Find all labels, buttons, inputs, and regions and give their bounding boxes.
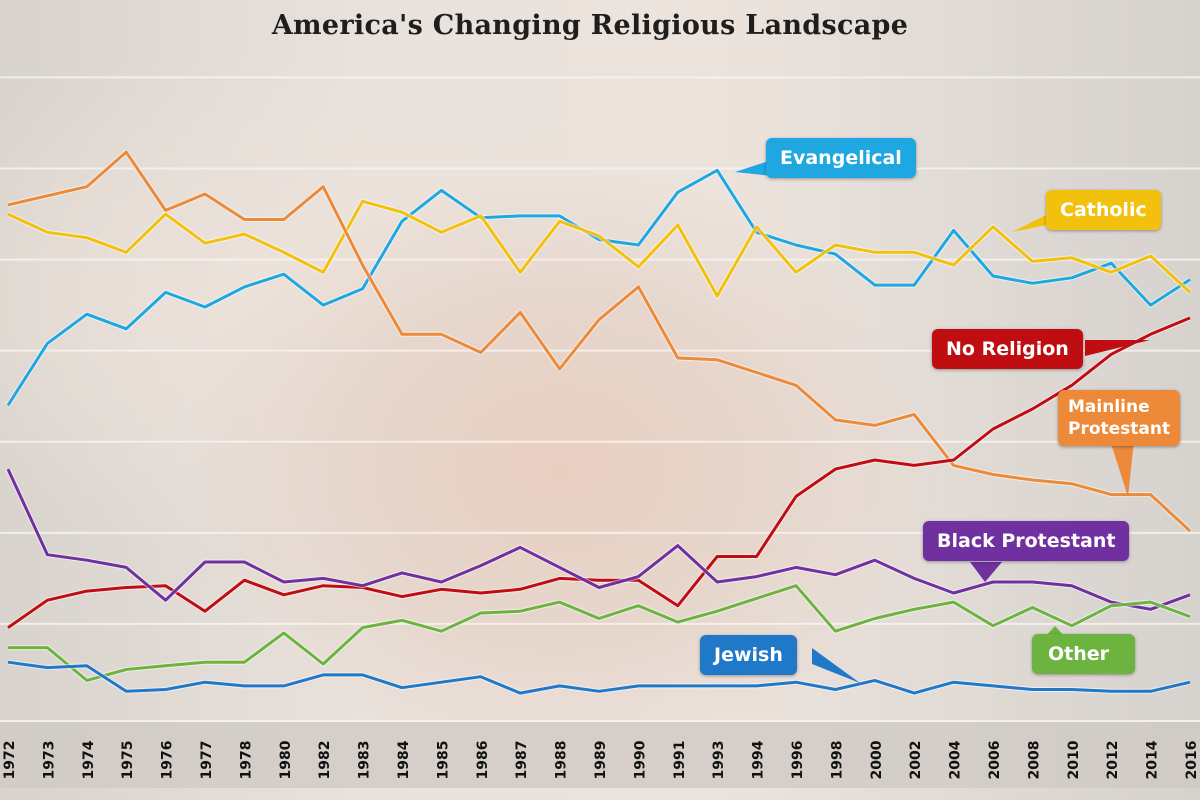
mainline-pointer: [1110, 440, 1134, 497]
no-religion-pointer: [1085, 340, 1150, 356]
black-protestant-pointer: [970, 562, 1002, 582]
x-tick-label: 2000: [869, 740, 885, 779]
x-tick-label: 2010: [1066, 740, 1082, 779]
x-tick-label: 1977: [199, 741, 215, 780]
x-tick-label: 1993: [711, 741, 727, 780]
x-tick-label: 1978: [238, 741, 254, 780]
x-tick-label: 2004: [948, 740, 964, 779]
mainline-label-line2: Protestant: [1068, 419, 1171, 439]
chart-title: America's Changing Religious Landscape: [271, 10, 909, 41]
x-tick-label: 2016: [1184, 741, 1200, 780]
x-tick-label: 1990: [632, 740, 648, 779]
mainline-label-line1: Mainline: [1068, 397, 1150, 417]
x-tick-label: 2014: [1145, 740, 1161, 779]
x-tick-label: 2002: [908, 741, 924, 780]
x-tick-label: 1973: [41, 741, 57, 780]
series-line-other: [8, 584, 1191, 682]
legend-label-catholic: Catholic: [1046, 190, 1161, 230]
legend-label-other: Other: [1032, 634, 1136, 674]
series-line-evangelical: [6, 168, 1191, 407]
x-tick-label: 1982: [317, 741, 333, 780]
x-axis-band: [0, 720, 1200, 788]
x-tick-label: 1984: [396, 740, 412, 779]
legend-label-no-religion: No Religion: [932, 329, 1083, 369]
series-halo-evangelical: [5, 167, 1192, 407]
x-tick-label: 2006: [987, 741, 1003, 780]
jewish-pointer: [812, 648, 860, 683]
x-tick-label: 1991: [672, 741, 688, 780]
legend-label-black-protestant: Black Protestant: [923, 521, 1130, 561]
x-tick-label: 1983: [357, 741, 373, 780]
series-line-jewish: [7, 660, 1191, 695]
x-tick-label: 2008: [1026, 741, 1042, 780]
legend-label-jewish: Jewish: [700, 635, 797, 675]
catholic-pointer: [1012, 212, 1052, 232]
series-line-mainline-protestant: [7, 150, 1192, 533]
x-tick-label: 1972: [2, 741, 18, 780]
x-tick-label: 1980: [278, 740, 294, 779]
x-tick-label: 1975: [120, 741, 136, 780]
x-tick-label: 1994: [751, 740, 767, 779]
x-tick-label: 2012: [1105, 741, 1121, 780]
x-tick-label: 1989: [593, 741, 609, 780]
series-line-black-protestant: [6, 468, 1191, 611]
series-line-no-religion: [7, 316, 1191, 629]
legend-label-mainline-protestant: Mainline Protestant: [1058, 390, 1181, 446]
x-tick-label: 1998: [829, 741, 845, 780]
x-tick-label: 1986: [475, 741, 491, 780]
x-tick-label: 1988: [554, 741, 570, 780]
evangelical-pointer: [735, 160, 772, 176]
x-tick-label: 1996: [790, 741, 806, 780]
x-tick-label: 1985: [435, 741, 451, 780]
legend-label-evangelical: Evangelical: [766, 138, 916, 178]
x-tick-label: 1974: [81, 740, 97, 779]
x-tick-label: 1987: [514, 741, 530, 780]
x-tick-label: 1976: [160, 741, 176, 780]
series-line-catholic: [7, 199, 1192, 298]
